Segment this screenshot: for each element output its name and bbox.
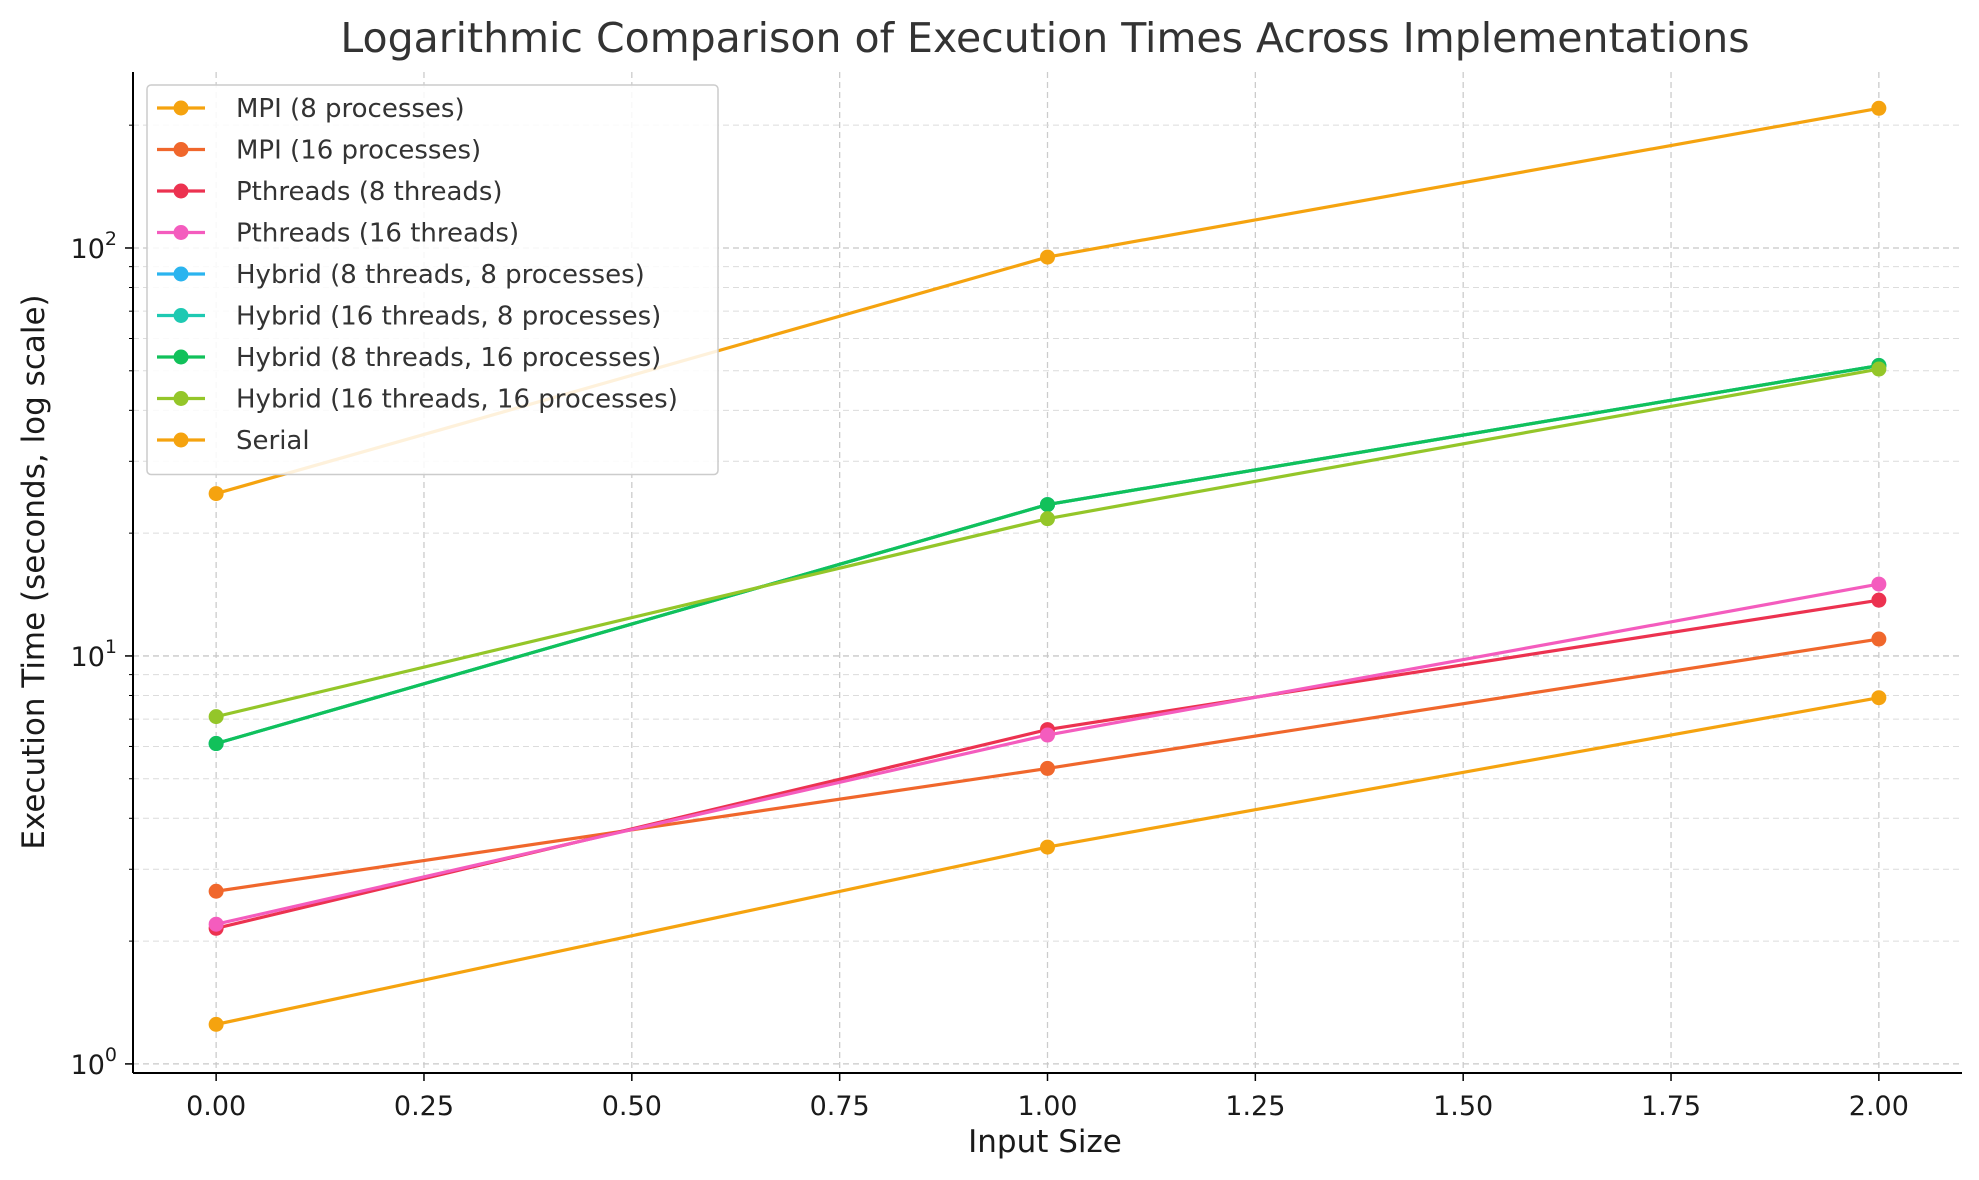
x-tick-label: 1.25 [1225,1091,1285,1122]
x-tick-label: 1.00 [1017,1091,1077,1122]
legend-label: MPI (16 processes) [236,136,481,166]
legend-marker [173,100,189,116]
chart-title: Logarithmic Comparison of Execution Time… [340,14,1749,62]
data-point [208,486,224,502]
legend-item: Hybrid (16 threads, 8 processes) [157,302,661,332]
legend-item: Hybrid (8 threads, 8 processes) [157,260,645,290]
legend-label: Hybrid (16 threads, 8 processes) [236,302,661,332]
legend-box [146,84,719,476]
x-tick-label: 0.00 [186,1091,246,1122]
data-point [1040,839,1055,855]
y-tick-exponent: 0 [105,1044,117,1066]
data-point [1040,727,1055,743]
x-tick-label: 1.75 [1641,1091,1701,1122]
y-axis-label: Execution Time (seconds, log scale) [16,294,52,849]
legend-marker [173,183,189,199]
legend-label: Pthreads (16 threads) [236,219,519,249]
x-tick-label: 1.50 [1433,1091,1493,1122]
x-tick-label: 0.75 [810,1091,870,1122]
legend-marker [173,432,189,448]
data-point [208,883,224,899]
series-group [208,690,1887,1032]
data-point [1871,592,1887,608]
y-tick-base: 10 [71,234,105,265]
legend-item: Serial [157,426,310,456]
data-point [1040,511,1055,527]
legend-marker [173,266,189,282]
grid [133,72,1962,1073]
data-point [1871,690,1887,706]
x-tick-label: 0.50 [602,1091,662,1122]
y-tick-label: 101 [71,636,117,673]
legend-item: MPI (16 processes) [157,136,481,166]
data-point [208,916,224,932]
legend-label: Hybrid (8 threads, 16 processes) [236,343,661,373]
legend-item: MPI (8 processes) [157,94,465,124]
y-tick-exponent: 2 [105,228,117,250]
data-point [1040,760,1055,776]
legend-marker [173,225,189,240]
series-group [208,361,1887,725]
legend-item: Pthreads (8 threads) [157,177,503,207]
x-tick-label: 2.00 [1849,1091,1909,1122]
y-tick-label: 102 [71,228,117,265]
legend: MPI (8 processes) MPI (16 processes) Pthre… [146,84,719,476]
x-axis-label: Input Size [968,1124,1122,1160]
legend-marker [173,142,189,157]
data-point [1871,361,1887,377]
y-tick-label: 100 [71,1044,117,1081]
series-group [208,576,1887,932]
legend-label: Serial [236,426,310,456]
data-point [208,1016,224,1032]
data-point [1040,497,1055,513]
data-point [1871,576,1887,592]
data-point [1040,249,1055,265]
series-group [208,631,1887,899]
y-tick-base: 10 [71,642,105,673]
legend-marker [173,308,189,323]
data-point [208,709,224,725]
legend-item: Hybrid (16 threads, 16 processes) [157,385,678,415]
y-tick-base: 10 [71,1050,105,1081]
series-group [208,358,1887,752]
legend-item: Hybrid (8 threads, 16 processes) [157,343,661,373]
y-tick-exponent: 1 [105,636,117,658]
ticks: 0.00 0.25 0.50 0.75 1.00 1.25 1.50 1.75 2.001001… [71,124,1909,1122]
legend-item: Pthreads (16 threads) [157,219,519,249]
data-point [1871,631,1887,647]
data-point [208,736,224,752]
data-point [1871,100,1887,116]
x-tick-label: 0.25 [394,1091,454,1122]
legend-label: Hybrid (16 threads, 16 processes) [236,385,678,415]
legend-marker [173,349,189,365]
legend-label: MPI (8 processes) [236,94,465,124]
legend-label: Pthreads (8 threads) [236,177,503,207]
legend-label: Hybrid (8 threads, 8 processes) [236,260,645,290]
legend-marker [173,391,189,406]
